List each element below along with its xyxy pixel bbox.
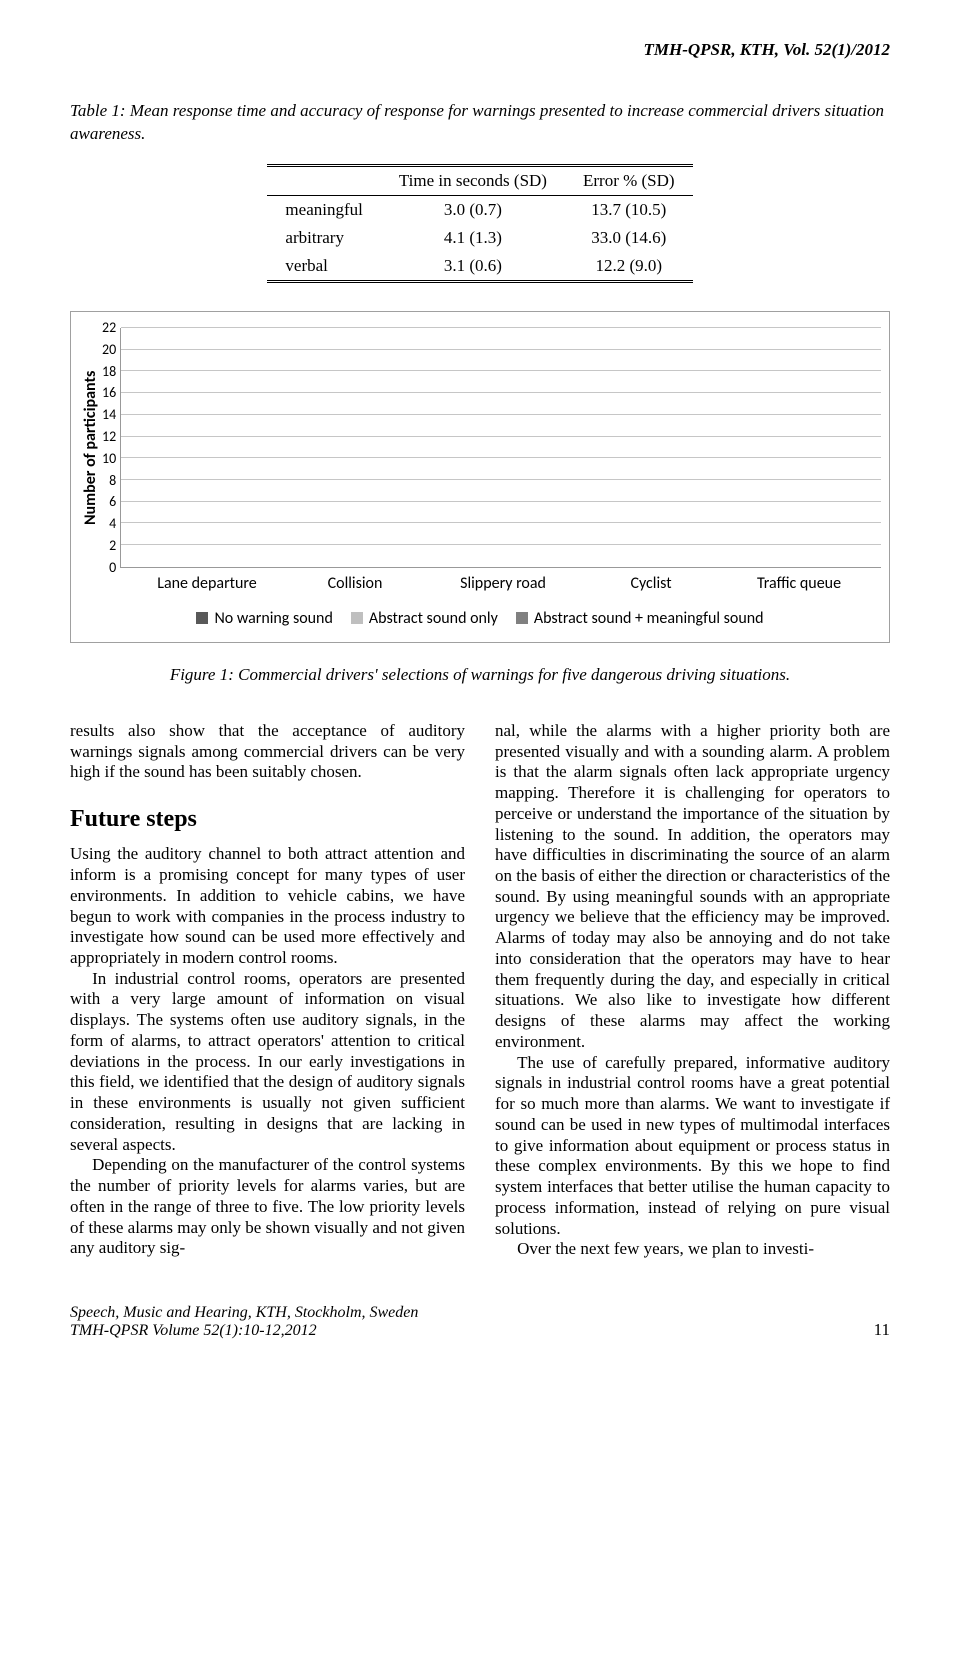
section-heading: Future steps: [70, 805, 465, 834]
table-cell: verbal: [267, 252, 380, 282]
x-axis-label: Collision: [288, 574, 421, 593]
paragraph: Depending on the manufacturer of the con…: [70, 1155, 465, 1259]
table-cell: arbitrary: [267, 224, 380, 252]
body-text: results also show that the acceptance of…: [70, 721, 890, 1260]
paragraph: In industrial control rooms, operators a…: [70, 969, 465, 1156]
chart-legend: No warning sound Abstract sound only Abstr…: [79, 609, 881, 628]
right-column: nal, while the alarms with a higher prio…: [495, 721, 890, 1260]
x-axis-label: Slippery road: [436, 574, 569, 593]
footer-line: TMH-QPSR Volume 52(1):10-12,2012: [70, 1322, 418, 1340]
table-cell: 4.1 (1.3): [381, 224, 565, 252]
bars-layer: [121, 328, 881, 567]
table-cell: 3.0 (0.7): [381, 195, 565, 224]
legend-item: Abstract sound + meaningful sound: [516, 609, 764, 628]
paragraph: The use of carefully prepared, informati…: [495, 1053, 890, 1240]
page-footer: Speech, Music and Hearing, KTH, Stockhol…: [70, 1304, 890, 1340]
legend-label: Abstract sound + meaningful sound: [534, 609, 764, 628]
table-cell: 13.7 (10.5): [565, 195, 693, 224]
legend-item: No warning sound: [196, 609, 332, 628]
page-number: 11: [874, 1320, 890, 1340]
table-cell: 12.2 (9.0): [565, 252, 693, 282]
data-table: Time in seconds (SD) Error % (SD) meanin…: [267, 164, 692, 283]
x-axis-label: Traffic queue: [732, 574, 865, 593]
legend-item: Abstract sound only: [351, 609, 498, 628]
paragraph: Over the next few years, we plan to inve…: [495, 1239, 890, 1260]
legend-swatch: [351, 612, 363, 624]
legend-swatch: [196, 612, 208, 624]
table-header-blank: [267, 165, 380, 195]
figure-caption: Figure 1: Commercial drivers' selections…: [70, 665, 890, 685]
table-header-time: Time in seconds (SD): [381, 165, 565, 195]
table-cell: meaningful: [267, 195, 380, 224]
paragraph: results also show that the acceptance of…: [70, 721, 465, 783]
footer-line: Speech, Music and Hearing, KTH, Stockhol…: [70, 1304, 418, 1322]
table-header-error: Error % (SD): [565, 165, 693, 195]
paragraph: nal, while the alarms with a higher prio…: [495, 721, 890, 1053]
legend-label: No warning sound: [214, 609, 332, 628]
footer-left: Speech, Music and Hearing, KTH, Stockhol…: [70, 1304, 418, 1340]
legend-swatch: [516, 612, 528, 624]
y-axis-ticks: 2220181614121086420: [102, 328, 120, 568]
bar-chart: Number of participants 22201816141210864…: [70, 311, 890, 643]
left-column: results also show that the acceptance of…: [70, 721, 465, 1260]
journal-reference: TMH-QPSR, KTH, Vol. 52(1)/2012: [70, 40, 890, 60]
table-caption: Table 1: Mean response time and accuracy…: [70, 100, 890, 146]
x-axis-label: Cyclist: [584, 574, 717, 593]
table-cell: 33.0 (14.6): [565, 224, 693, 252]
table-cell: 3.1 (0.6): [381, 252, 565, 282]
x-axis-labels: Lane departure Collision Slippery road Cycl…: [125, 574, 881, 593]
paragraph: Using the auditory channel to both attra…: [70, 844, 465, 968]
legend-label: Abstract sound only: [369, 609, 498, 628]
plot-area: [120, 328, 881, 568]
y-axis-label: Number of participants: [79, 328, 102, 568]
x-axis-label: Lane departure: [140, 574, 273, 593]
